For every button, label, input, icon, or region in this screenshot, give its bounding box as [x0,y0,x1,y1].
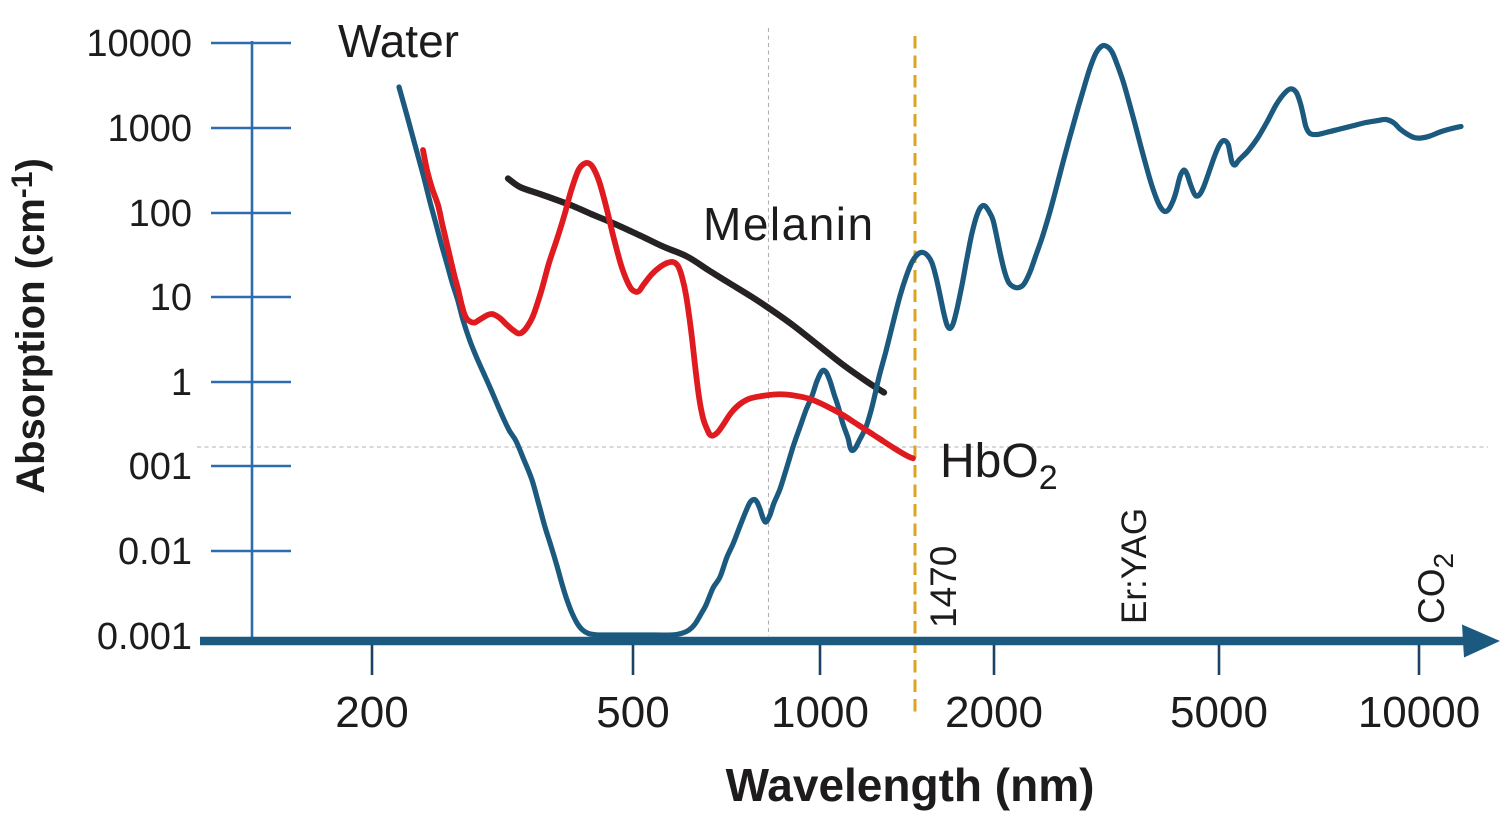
svg-text:Melanin: Melanin [703,198,875,250]
svg-text:Water: Water [338,15,459,67]
svg-text:1470: 1470 [923,546,964,628]
svg-text:100: 100 [129,193,192,235]
svg-text:1000: 1000 [107,108,192,150]
svg-text:Wavelength (nm): Wavelength (nm) [726,759,1095,811]
svg-text:0.01: 0.01 [118,531,192,573]
svg-text:Absorption (cm-1): Absorption (cm-1) [6,158,53,494]
svg-text:10000: 10000 [1358,688,1480,737]
svg-text:CO2: CO2 [1411,553,1459,624]
svg-text:001: 001 [129,446,192,488]
svg-text:0.001: 0.001 [97,616,192,658]
svg-text:Er:YAG: Er:YAG [1115,508,1154,624]
svg-text:10: 10 [150,277,192,319]
svg-text:200: 200 [335,688,408,737]
svg-text:2000: 2000 [945,688,1043,737]
svg-text:10000: 10000 [86,23,192,65]
svg-text:5000: 5000 [1170,688,1268,737]
svg-text:HbO2: HbO2 [940,435,1058,497]
svg-text:500: 500 [596,688,669,737]
svg-text:1: 1 [171,362,192,404]
svg-text:1000: 1000 [771,688,869,737]
